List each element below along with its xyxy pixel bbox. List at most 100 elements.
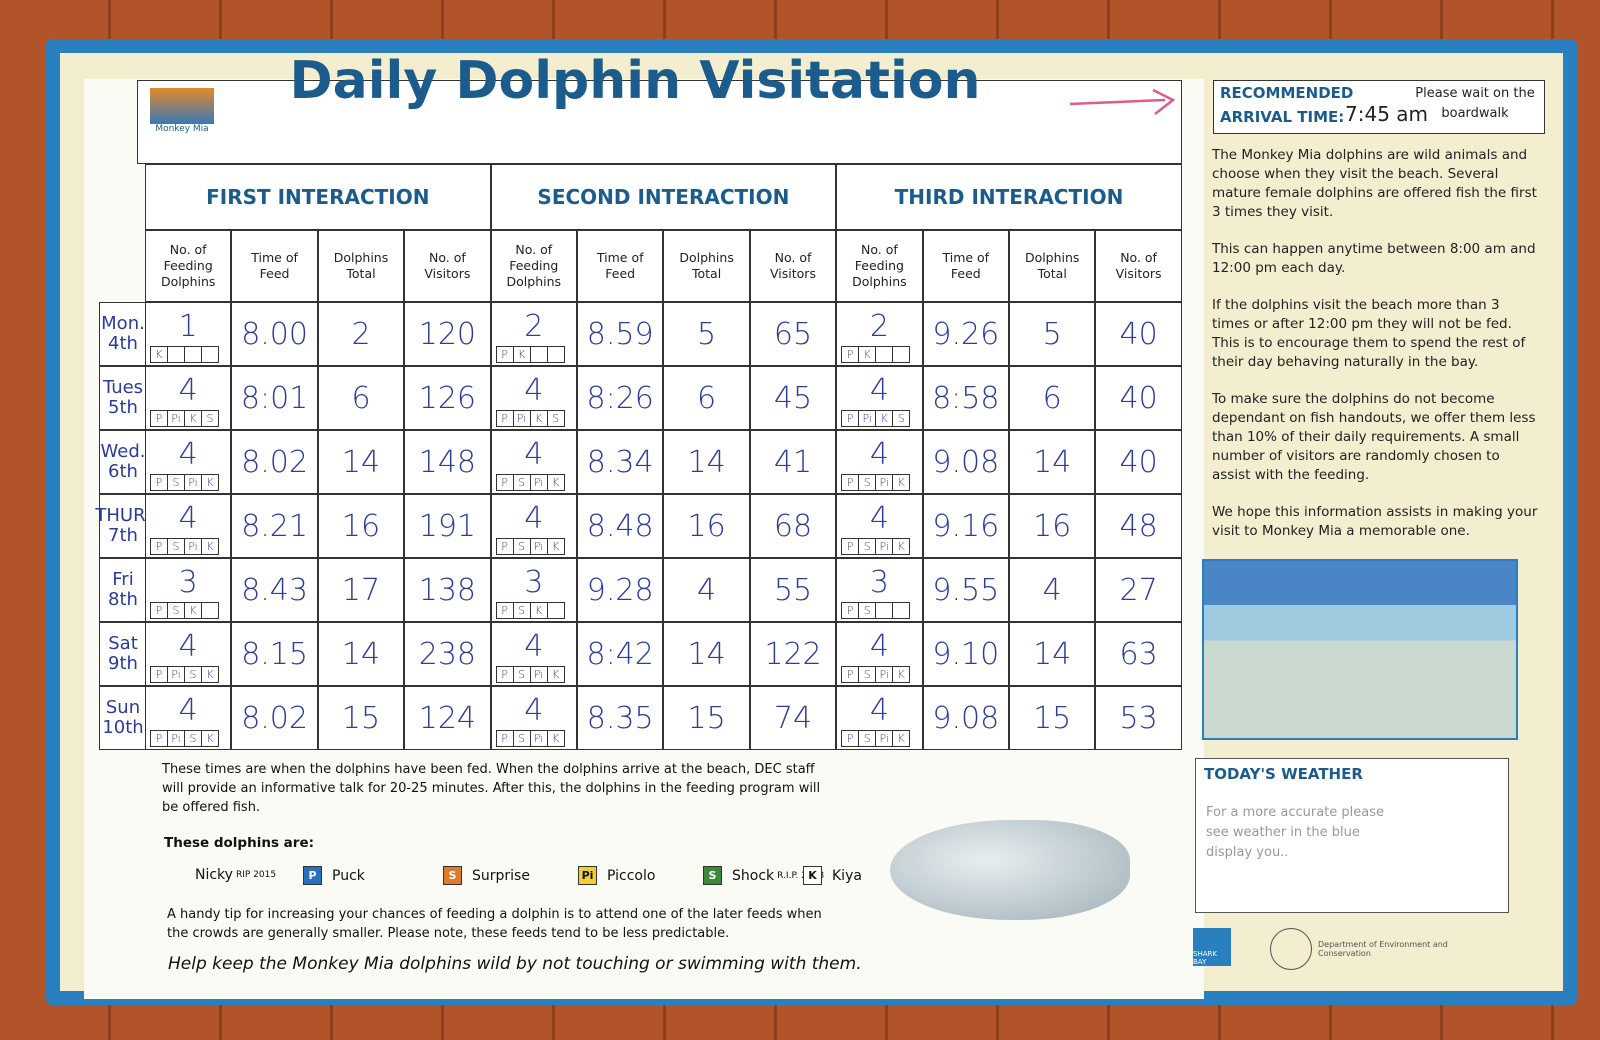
dolphin-count: 1 <box>178 308 198 344</box>
legend-name: Kiya <box>832 867 862 884</box>
day-cell: Fri 8th <box>99 558 147 622</box>
legend-item: S Shock R.I.P. 2018 <box>703 866 824 885</box>
legend-letter: Pi <box>578 866 597 885</box>
legend-item: Pi Piccolo <box>578 866 655 885</box>
rec-label: RECOMMENDED <box>1220 84 1354 102</box>
info-text: The Monkey Mia dolphins are wild animals… <box>1212 146 1540 559</box>
dolphin-count: 4 <box>178 436 198 472</box>
column-header: Time of Feed <box>922 230 1009 302</box>
cell-time: 8:58 <box>922 366 1009 430</box>
cell-visitors: 120 <box>404 302 491 366</box>
cell-time: 9.08 <box>922 430 1009 494</box>
initial: K <box>892 474 911 491</box>
initial: S <box>201 410 219 427</box>
count-cell: 4 P S Pi K <box>145 430 232 494</box>
dolphin-count: 4 <box>178 500 198 536</box>
cell-visitors: 74 <box>749 686 837 750</box>
cell-time: 8:42 <box>577 622 664 686</box>
dolphin-count: 4 <box>869 372 889 408</box>
info-paragraph: If the dolphins visit the beach more tha… <box>1212 297 1526 370</box>
initial: S <box>546 410 565 427</box>
initial: K <box>546 538 565 555</box>
initial: Pi <box>184 538 202 555</box>
initial: K <box>892 666 911 683</box>
initials: P S Pi K <box>495 538 565 555</box>
dolphins-heading: These dolphins are: <box>164 835 315 851</box>
cell-visitors: 238 <box>404 622 491 686</box>
column-header: Time of Feed <box>577 230 664 302</box>
legend-item: P Puck <box>303 866 365 885</box>
initial-box <box>167 346 185 363</box>
cell-visitors: 138 <box>404 558 491 622</box>
cell-visitors: 48 <box>1095 494 1182 558</box>
initial: K <box>892 730 911 747</box>
initial: K <box>184 410 202 427</box>
cell-total: 14 <box>1009 622 1096 686</box>
legend-item: S Surprise <box>443 866 530 885</box>
initial: S <box>858 730 877 747</box>
logo: Monkey Mia <box>150 88 214 154</box>
legend-name: Surprise <box>472 867 530 884</box>
cell-visitors: 40 <box>1095 430 1182 494</box>
initial: K <box>201 730 219 747</box>
initials: P S Pi K <box>150 538 219 555</box>
cell-total: 6 <box>663 366 750 430</box>
initial-box <box>892 602 911 619</box>
dolphin-count: 4 <box>524 628 544 664</box>
cell-visitors: 148 <box>404 430 491 494</box>
initial: Pi <box>529 538 548 555</box>
cell-visitors: 124 <box>404 686 491 750</box>
legend-name: Puck <box>332 867 365 884</box>
initial-box <box>892 346 911 363</box>
initial: S <box>184 666 202 683</box>
dolphin-count: 4 <box>524 500 544 536</box>
column-header: No. of Feeding Dolphins <box>490 230 577 302</box>
recommended-box <box>1213 80 1545 134</box>
cell-total: 15 <box>663 686 750 750</box>
initial: Pi <box>875 730 894 747</box>
column-header: No. of Visitors <box>404 230 491 302</box>
count-cell: 4 P Pi K S <box>145 366 232 430</box>
dolphin-count: 3 <box>869 564 889 600</box>
day-cell: Mon. 4th <box>99 302 147 366</box>
initial: K <box>201 538 219 555</box>
initials: P S Pi K <box>841 666 911 683</box>
initial-box <box>529 346 548 363</box>
cell-visitors: 27 <box>1095 558 1182 622</box>
initials: P S Pi K <box>495 666 565 683</box>
legend-letter: S <box>443 866 462 885</box>
dolphin-count: 4 <box>869 436 889 472</box>
initial: P <box>150 602 168 619</box>
cell-time: 9.26 <box>922 302 1009 366</box>
initial: S <box>512 602 531 619</box>
interaction-header: THIRD INTERACTION <box>836 164 1182 230</box>
initial: P <box>495 666 514 683</box>
arrow <box>1069 88 1176 115</box>
initial: Pi <box>167 730 185 747</box>
initial: S <box>512 730 531 747</box>
cell-total: 14 <box>663 430 750 494</box>
times-note: These times are when the dolphins have b… <box>162 762 821 815</box>
title-cell <box>137 80 1182 164</box>
day-cell: Sun 10th <box>99 686 147 750</box>
initial: Pi <box>529 666 548 683</box>
count-cell: 4 P S Pi K <box>490 430 577 494</box>
initial: P <box>150 730 168 747</box>
legend-item: Nicky RIP 2015 <box>168 866 276 883</box>
cell-total: 5 <box>663 302 750 366</box>
initial: P <box>495 410 514 427</box>
initial: P <box>841 602 860 619</box>
cell-time: 9.08 <box>922 686 1009 750</box>
dolphin-count: 4 <box>178 372 198 408</box>
initials: P Pi S K <box>150 666 219 683</box>
initial: S <box>858 538 877 555</box>
initial-box <box>201 602 219 619</box>
initial: Pi <box>858 410 877 427</box>
initial: Pi <box>529 474 548 491</box>
initial: S <box>167 538 185 555</box>
